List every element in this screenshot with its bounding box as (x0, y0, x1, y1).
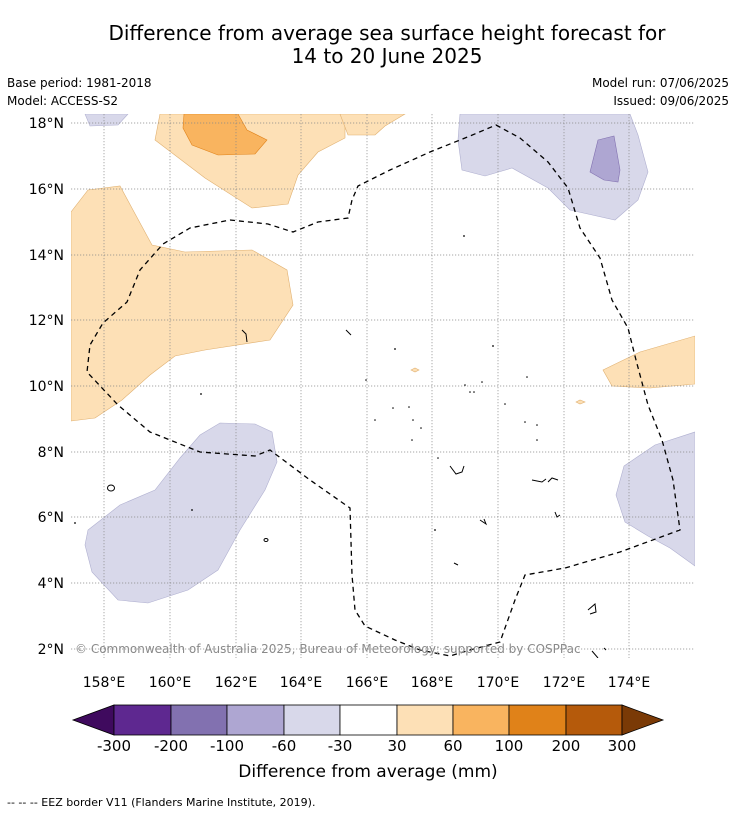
lon-label: 170°E (477, 675, 520, 691)
model-info: Base period: 1981-2018 Model: ACCESS-S2 (7, 74, 152, 110)
lat-label: 16°N (29, 182, 64, 198)
colorbar-tick-label: -100 (210, 737, 244, 755)
map-panel: © Commonwealth of Australia 2025, Bureau… (71, 114, 695, 658)
lon-label: 160°E (149, 675, 192, 691)
island-dots (74, 235, 538, 531)
anomaly-region-negative-strong (589, 135, 621, 183)
gridlines (71, 114, 695, 658)
colorbar-tick-label: -200 (154, 737, 188, 755)
lat-label: 8°N (38, 445, 64, 461)
copyright-text: © Commonwealth of Australia 2025, Bureau… (75, 642, 581, 656)
issued-date: Issued: 09/06/2025 (613, 94, 729, 108)
colorbar-tick-label: -60 (272, 737, 297, 755)
title-line-2: 14 to 20 June 2025 (291, 44, 483, 68)
islands (107, 329, 607, 658)
colorbar-swatch (565, 704, 623, 736)
colorbar-tick-label: 30 (387, 737, 406, 755)
colorbar-ticks: -300 -200 -100 -60 -30 30 60 100 200 300 (97, 737, 636, 755)
colorbar-swatch (508, 704, 567, 736)
anomaly-region-positive-small (575, 399, 586, 405)
map-title: Difference from average sea surface heig… (0, 22, 736, 68)
model-name: Model: ACCESS-S2 (7, 94, 119, 108)
title-line-1: Difference from average sea surface heig… (108, 21, 666, 45)
anomaly-region-negative (615, 431, 695, 567)
colorbar-swatch (226, 704, 285, 736)
anomaly-region-positive (339, 114, 406, 136)
anomaly-region-positive (71, 185, 294, 422)
colorbar-swatch (170, 704, 228, 736)
colorbar-tick-label: -300 (97, 737, 131, 755)
run-info: Model run: 07/06/2025 Issued: 09/06/2025 (592, 74, 729, 110)
model-run-date: Model run: 07/06/2025 (591, 76, 729, 90)
colorbar-tick-label: 100 (495, 737, 524, 755)
lat-label: 4°N (38, 576, 64, 592)
colorbar-swatch (396, 704, 454, 736)
eez-legend-note: -- -- -- EEZ border V11 (Flanders Marine… (7, 796, 316, 809)
colorbar (71, 704, 665, 736)
lon-label: 166°E (346, 675, 389, 691)
lat-label: 14°N (29, 248, 64, 264)
lat-label: 2°N (38, 642, 64, 658)
lat-label: 18°N (29, 116, 64, 132)
eez-border (86, 124, 681, 657)
colorbar-tick-label: 200 (552, 737, 581, 755)
colorbar-swatch (452, 704, 510, 736)
lat-label: 6°N (38, 510, 64, 526)
colorbar-extend-low (71, 704, 115, 736)
colorbar-extend-high (621, 704, 665, 736)
colorbar-swatch (339, 704, 398, 736)
colorbar-swatch (283, 704, 341, 736)
anomaly-region-negative (84, 422, 278, 604)
lon-axis: 158°E 160°E 162°E 164°E 166°E 168°E 170°… (83, 675, 651, 691)
lon-label: 164°E (280, 675, 323, 691)
lat-axis: 18°N 16°N 14°N 12°N 10°N 8°N 6°N 4°N 2°N (29, 116, 64, 658)
anomaly-region-positive-strong (182, 114, 268, 156)
lat-label: 10°N (29, 379, 64, 395)
anomaly-region-positive-small (410, 367, 420, 373)
lon-label: 172°E (543, 675, 586, 691)
lon-label: 168°E (411, 675, 454, 691)
colorbar-label: Difference from average (mm) (238, 762, 498, 782)
lon-label: 162°E (215, 675, 258, 691)
lon-label: 174°E (608, 675, 651, 691)
lon-label: 158°E (83, 675, 126, 691)
base-period: Base period: 1981-2018 (7, 76, 152, 90)
colorbar-tick-label: -30 (328, 737, 353, 755)
colorbar-tick-label: 60 (443, 737, 462, 755)
lat-label: 12°N (29, 313, 64, 329)
colorbar-tick-label: 300 (608, 737, 637, 755)
colorbar-swatch (113, 704, 172, 736)
